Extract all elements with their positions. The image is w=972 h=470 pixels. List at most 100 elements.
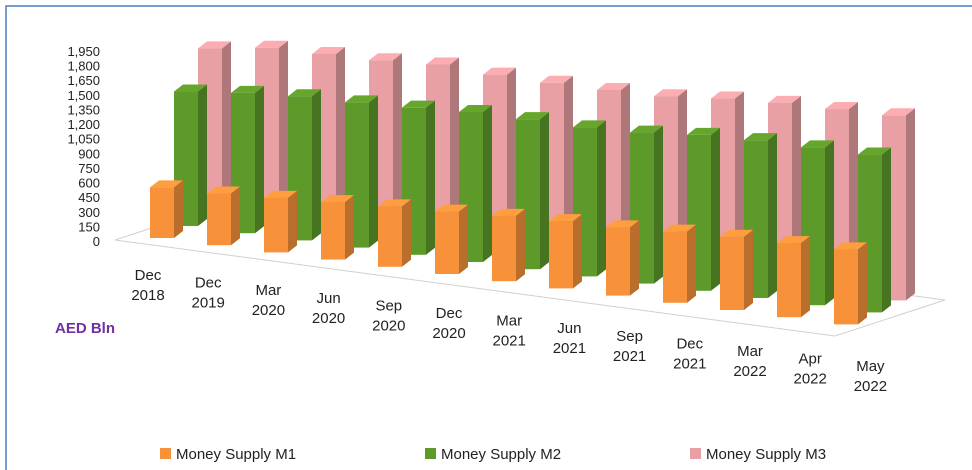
bar-side — [573, 214, 582, 289]
bar-top — [255, 40, 288, 48]
legend-swatch — [690, 448, 701, 459]
bar-top — [834, 242, 867, 250]
y-tick-label: 1,200 — [67, 117, 100, 132]
bar-side — [630, 220, 639, 296]
y-tick-label: 450 — [78, 190, 100, 205]
bar — [606, 227, 630, 296]
bar-top — [492, 208, 525, 216]
bar-top — [801, 140, 834, 148]
bar-side — [621, 82, 630, 265]
y-tick-label: 1,950 — [67, 44, 100, 59]
bar-side — [288, 190, 297, 253]
y-axis-label: AED Bln — [55, 320, 115, 337]
y-tick-label: 900 — [78, 146, 100, 161]
bar-side — [882, 147, 891, 313]
bar-top — [882, 108, 915, 116]
bar-top — [825, 102, 858, 110]
bar-top — [426, 57, 459, 65]
x-tick-label: Mar 2021 — [493, 313, 526, 350]
bar-side — [255, 85, 264, 234]
legend-swatch — [160, 448, 171, 459]
bar-top — [207, 186, 240, 194]
bar-top — [744, 133, 777, 141]
bar-top — [663, 224, 696, 232]
bar-side — [801, 236, 810, 318]
x-tick-label: Mar 2022 — [733, 343, 766, 380]
x-tick-label: Dec 2019 — [192, 275, 225, 312]
bar — [321, 202, 345, 260]
bar-side — [450, 57, 459, 243]
bar-top — [264, 190, 297, 198]
bar — [264, 197, 288, 253]
x-tick-label: Jun 2021 — [553, 320, 586, 357]
bar-side — [336, 46, 345, 229]
bar-side — [393, 53, 402, 236]
y-tick-label: 1,050 — [67, 132, 100, 147]
y-tick-label: 600 — [78, 176, 100, 191]
bar-side — [825, 140, 834, 306]
bar — [777, 243, 801, 318]
bar-side — [687, 224, 696, 303]
bar-top — [174, 84, 207, 92]
bar — [663, 231, 687, 303]
bar-side — [507, 67, 516, 250]
bar-side — [426, 100, 435, 255]
bar-top — [198, 41, 231, 49]
bar-side — [312, 89, 321, 241]
frame — [5, 5, 972, 470]
y-tick-label: 1,500 — [67, 88, 100, 103]
bar-side — [564, 75, 573, 258]
bar-side — [711, 127, 720, 291]
bar-top — [711, 91, 744, 99]
x-tick-label: Apr 2022 — [794, 351, 827, 388]
bar-side — [369, 95, 378, 248]
bar — [834, 249, 858, 325]
y-tick-label: 0 — [93, 234, 100, 249]
legend-label: Money Supply M2 — [441, 446, 561, 463]
bar-top — [654, 89, 687, 97]
y-tick-label: 150 — [78, 219, 100, 234]
bar-top — [288, 89, 321, 97]
bar-top — [459, 104, 492, 112]
bar-side — [744, 229, 753, 310]
bar-side — [279, 40, 288, 222]
bar-side — [906, 108, 915, 301]
bar-top — [597, 82, 630, 90]
bar-top — [516, 112, 549, 120]
bar-side — [858, 242, 867, 325]
bar-top — [777, 236, 810, 244]
bar-top — [540, 75, 573, 83]
bar-side — [540, 112, 549, 270]
bar-top — [369, 53, 402, 61]
bar-top — [483, 67, 516, 75]
x-tick-label: May 2022 — [854, 358, 887, 395]
bar-top — [687, 127, 720, 135]
x-tick-label: Mar 2020 — [252, 282, 285, 319]
bar — [492, 215, 516, 282]
bar-side — [231, 186, 240, 246]
y-tick-label: 1,350 — [67, 102, 100, 117]
x-tick-label: Jun 2020 — [312, 290, 345, 327]
bar-top — [768, 95, 801, 103]
x-tick-label: Dec 2018 — [131, 267, 164, 304]
bar-top — [573, 120, 606, 128]
bar — [549, 221, 573, 289]
bar-top — [549, 214, 582, 222]
x-tick-label: Sep 2020 — [372, 297, 405, 334]
bar-side — [459, 204, 468, 274]
x-tick-label: Sep 2021 — [613, 328, 646, 365]
bar-side — [597, 120, 606, 277]
bar — [378, 206, 402, 267]
bar-top — [435, 204, 468, 212]
bar-top — [150, 180, 183, 188]
bar-side — [768, 133, 777, 298]
y-tick-label: 300 — [78, 205, 100, 220]
bar-top — [606, 220, 639, 228]
bar-side — [654, 125, 663, 284]
legend-swatch — [425, 448, 436, 459]
y-tick-label: 750 — [78, 161, 100, 176]
bar-side — [483, 104, 492, 262]
bar-side — [222, 41, 231, 214]
bar-top — [858, 147, 891, 155]
